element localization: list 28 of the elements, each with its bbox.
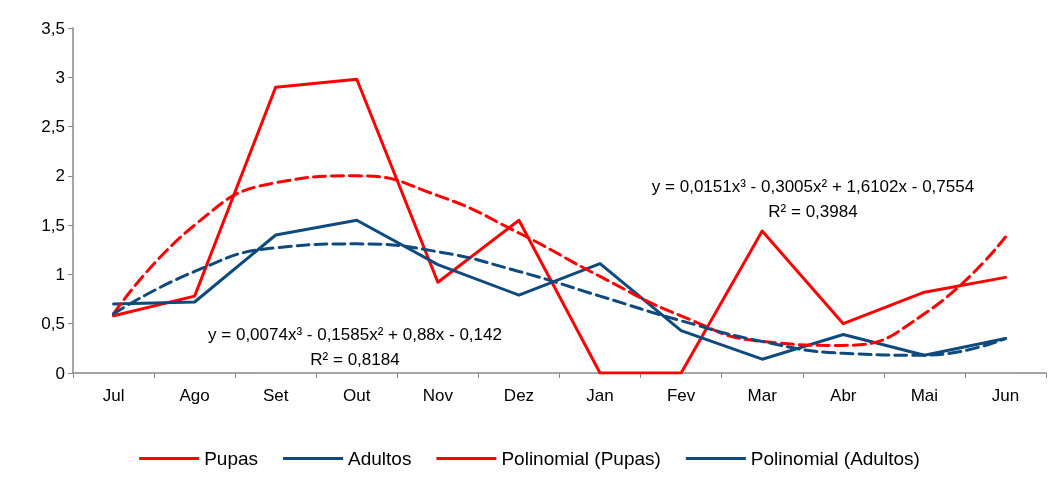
x-tick-label: Mai [910,386,939,405]
y-tick-label: 0,5 [41,314,65,334]
legend-label: Adultos [348,448,412,469]
y-tick-label: 3,5 [41,18,65,38]
legend-label: Polinomial (Pupas) [501,448,661,469]
x-tick-label: Dez [503,386,535,405]
x-tick-label: Jul [102,386,125,405]
annotation: y = 0,0074x³ - 0,1585x² + 0,88x - 0,142 [208,324,502,344]
x-tick-label: Jun [991,386,1020,405]
x-tick-label: Abr [830,386,857,405]
y-tick-label: 2,5 [41,117,65,137]
legend-label: Polinomial (Adultos) [750,448,920,469]
x-tick-label: Nov [422,386,454,405]
annotation: y = 0,0151x³ - 0,3005x² + 1,6102x - 0,7554 [651,176,975,196]
legend-label: Pupas [204,448,259,469]
y-tick-label: 0 [55,363,65,383]
x-tick-label: Jan [586,386,614,405]
y-tick-label: 1 [55,264,65,284]
x-tick-label: Mar [747,386,778,405]
x-tick-label: Fev [666,386,696,405]
annotation: R² = 0,3984 [768,201,858,221]
x-tick-label: Out [343,386,371,405]
x-tick-label: Ago [179,386,210,405]
y-tick-label: 2 [55,166,65,186]
x-tick-label: Set [262,386,289,405]
y-tick-label: 3 [55,67,65,87]
annotation: R² = 0,8184 [310,349,400,369]
y-tick-label: 1,5 [41,215,65,235]
